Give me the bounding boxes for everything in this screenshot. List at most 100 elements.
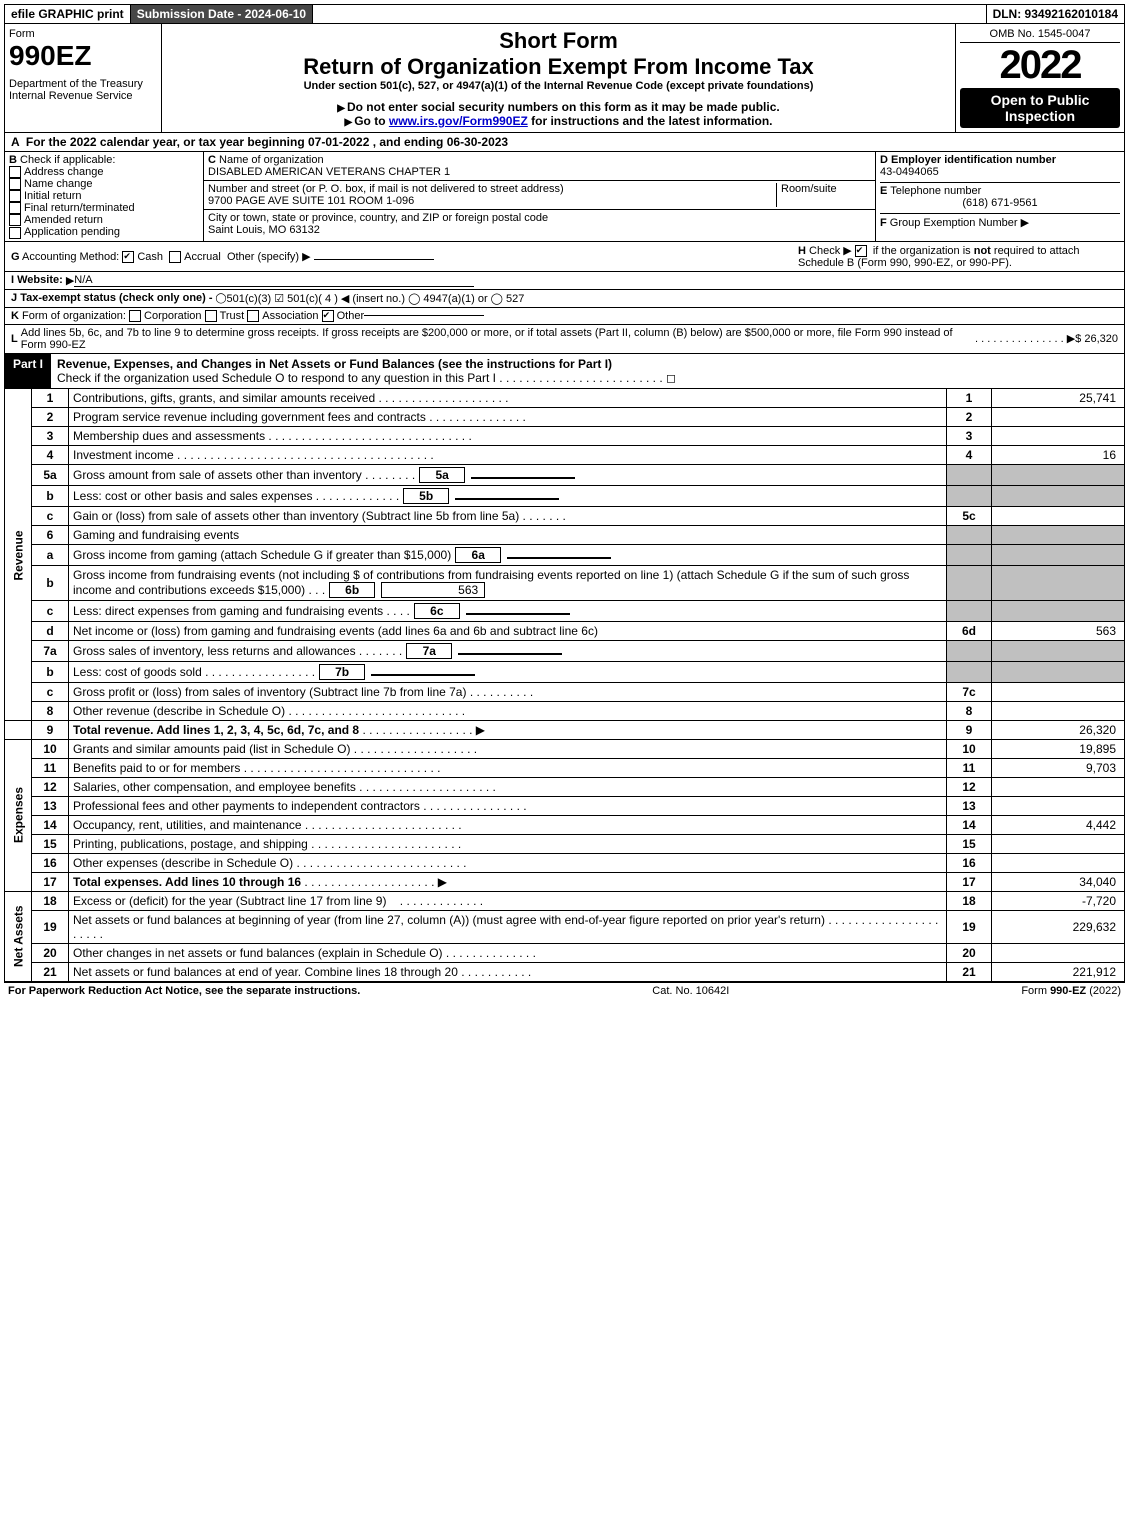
section-b: B Check if applicable: Address change Na… [5, 152, 204, 241]
phone-value: (618) 671-9561 [880, 197, 1120, 209]
omb-number: OMB No. 1545-0047 [960, 28, 1120, 43]
chk-h[interactable] [855, 245, 867, 257]
h-post: if the organization is [870, 245, 974, 257]
line-3-no: 3 [32, 426, 69, 445]
open-to-public-badge: Open to Public Inspection [960, 88, 1120, 128]
line-21-amt: 221,912 [992, 962, 1125, 981]
chk-final-return[interactable] [9, 202, 21, 214]
line-15-desc: Printing, publications, postage, and shi… [73, 837, 308, 851]
line-7b-no: b [32, 661, 69, 682]
goto-pre: Go to [354, 114, 389, 128]
line-7c-desc: Gross profit or (loss) from sales of inv… [73, 685, 466, 699]
line-20-no: 20 [32, 943, 69, 962]
line-7b-greyamt [992, 661, 1125, 682]
line-4-desc: Investment income [73, 448, 174, 462]
dln-cell: DLN: 93492162010184 [987, 5, 1124, 23]
website-value: N/A [74, 274, 474, 287]
line-6b-no: b [32, 565, 69, 600]
line-7b-ibox: 7b [319, 664, 365, 680]
h-pre: Check ▶ [809, 245, 855, 257]
line-16-desc: Other expenses (describe in Schedule O) [73, 856, 293, 870]
chk-corp[interactable] [129, 310, 141, 322]
line-6b-ival: 563 [381, 582, 485, 598]
line-11-box: 11 [947, 758, 992, 777]
dept-treasury: Department of the Treasury Internal Reve… [9, 78, 157, 102]
line-14-no: 14 [32, 815, 69, 834]
lines-table: Revenue 1 Contributions, gifts, grants, … [4, 389, 1125, 982]
line-2-no: 2 [32, 407, 69, 426]
g-other-input[interactable] [314, 259, 434, 260]
chk-amended-return[interactable] [9, 214, 21, 226]
irs-link[interactable]: www.irs.gov/Form990EZ [389, 114, 528, 128]
line-2-box: 2 [947, 407, 992, 426]
line-5b-greyamt [992, 485, 1125, 506]
line-12-amt [992, 777, 1125, 796]
line-2-desc: Program service revenue including govern… [73, 410, 426, 424]
c-addr-cell: Number and street (or P. O. box, if mail… [204, 181, 875, 210]
line-7a-desc: Gross sales of inventory, less returns a… [73, 644, 356, 658]
chk-cash[interactable] [122, 251, 134, 263]
line-15-box: 15 [947, 834, 992, 853]
line-20-box: 20 [947, 943, 992, 962]
b-opt-initial: Initial return [24, 190, 81, 202]
footer-right-post: (2022) [1086, 985, 1121, 997]
line-11-desc: Benefits paid to or for members [73, 761, 240, 775]
footer-left: For Paperwork Reduction Act Notice, see … [8, 985, 360, 997]
chk-other[interactable] [322, 310, 334, 322]
b-label: Check if applicable: [20, 154, 115, 166]
line-5b-no: b [32, 485, 69, 506]
chk-accrual[interactable] [169, 251, 181, 263]
chk-assoc[interactable] [247, 310, 259, 322]
line-5c-desc: Gain or (loss) from sale of assets other… [73, 509, 519, 523]
line-17-box: 17 [947, 872, 992, 891]
line-15-amt [992, 834, 1125, 853]
section-k: K Form of organization: Corporation Trus… [4, 308, 1125, 325]
part-i-header-row: Part I Revenue, Expenses, and Changes in… [4, 354, 1125, 389]
efile-print-cell[interactable]: efile GRAPHIC print [5, 5, 130, 23]
chk-application-pending[interactable] [9, 227, 21, 239]
e-label: Telephone number [890, 185, 981, 197]
part-i-checkbox[interactable]: ◻ [666, 371, 676, 385]
chk-name-change[interactable] [9, 178, 21, 190]
submission-date-cell: Submission Date - 2024-06-10 [131, 5, 312, 23]
chk-address-change[interactable] [9, 166, 21, 178]
line-18-no: 18 [32, 891, 69, 910]
k-corp: Corporation [144, 310, 201, 322]
line-19-no: 19 [32, 910, 69, 943]
line-7c-box: 7c [947, 682, 992, 701]
line-5c-amt [992, 506, 1125, 525]
line-21-desc: Net assets or fund balances at end of ye… [73, 965, 458, 979]
line-5a-no: 5a [32, 464, 69, 485]
g-other: Other (specify) [227, 251, 299, 263]
k-label: Form of organization: [22, 310, 126, 322]
line-6c-ival [466, 613, 570, 615]
line-16-amt [992, 853, 1125, 872]
line-9-amt: 26,320 [992, 720, 1125, 739]
line-11-no: 11 [32, 758, 69, 777]
part-i-desc: Revenue, Expenses, and Changes in Net As… [51, 354, 1124, 388]
top-bar: efile GRAPHIC print Submission Date - 20… [4, 4, 1125, 24]
subtitle: Under section 501(c), 527, or 4947(a)(1)… [166, 80, 951, 92]
chk-initial-return[interactable] [9, 190, 21, 202]
f-label: Group Exemption Number [890, 217, 1018, 229]
line-1-desc: Contributions, gifts, grants, and simila… [73, 391, 375, 405]
section-a-text: For the 2022 calendar year, or tax year … [26, 135, 508, 149]
line-19-box: 19 [947, 910, 992, 943]
line-5b-ibox: 5b [403, 488, 449, 504]
short-form-title: Short Form [166, 28, 951, 54]
line-4-amt: 16 [992, 445, 1125, 464]
page-footer: For Paperwork Reduction Act Notice, see … [4, 982, 1125, 999]
k-other-input[interactable] [364, 315, 484, 316]
line-21-no: 21 [32, 962, 69, 981]
chk-trust[interactable] [205, 310, 217, 322]
line-5a-ival [471, 477, 575, 479]
room-suite-label: Room/suite [776, 183, 871, 207]
c-city-cell: City or town, state or province, country… [204, 210, 875, 238]
b-opt-name: Name change [24, 178, 93, 190]
line-9-box: 9 [947, 720, 992, 739]
line-12-box: 12 [947, 777, 992, 796]
line-7c-no: c [32, 682, 69, 701]
line-6c-greybox [947, 600, 992, 621]
line-6-greybox [947, 525, 992, 544]
line-14-amt: 4,442 [992, 815, 1125, 834]
